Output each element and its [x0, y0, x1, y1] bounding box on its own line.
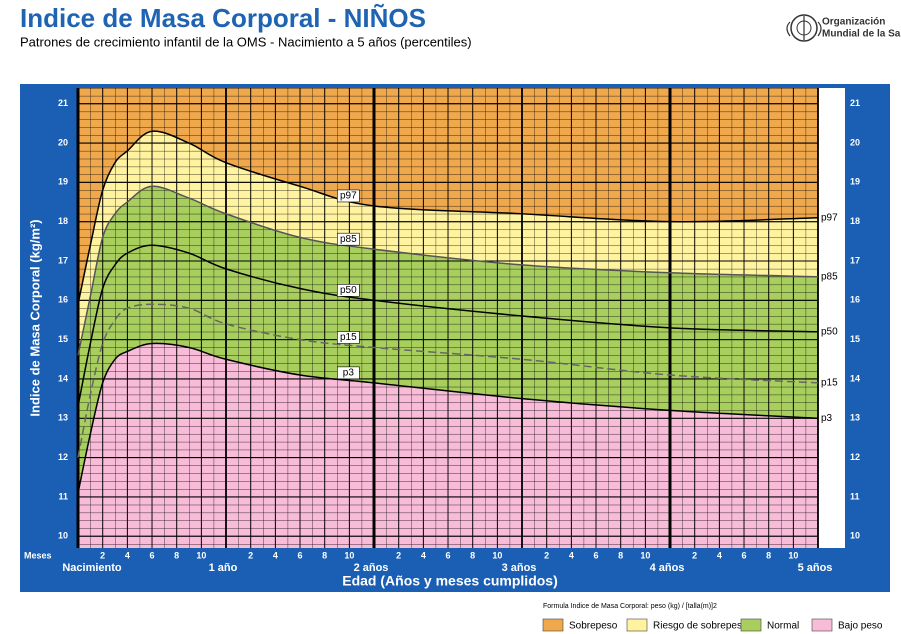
y-tick-label: 19 — [58, 177, 68, 187]
y-tick-label: 11 — [850, 491, 860, 501]
legend-swatch — [740, 618, 762, 632]
x-tick-label: 3 años — [502, 562, 537, 574]
y-tick-label: 10 — [850, 531, 860, 541]
month-tick-label: 2 — [396, 550, 401, 560]
line-label-box — [337, 331, 360, 344]
y-tick-label: 20 — [58, 137, 68, 147]
legend-label: Normal — [767, 621, 799, 632]
y-tick-label: 10 — [58, 531, 68, 541]
month-tick-label: 10 — [788, 550, 798, 560]
line-label-box — [337, 284, 360, 297]
month-tick-label: 6 — [149, 550, 154, 560]
y-tick-label: 20 — [850, 137, 860, 147]
formula: Formula Indice de Masa Corporal: peso (k… — [543, 603, 717, 610]
month-tick-label: 8 — [766, 550, 771, 560]
month-tick-label: 10 — [196, 550, 206, 560]
month-tick-label: 6 — [445, 550, 450, 560]
x-tick-label: 1 año — [209, 562, 238, 574]
month-tick-label: 8 — [470, 550, 475, 560]
line-label: p50 — [340, 285, 357, 296]
month-tick-label: 2 — [544, 550, 549, 560]
y-tick-label: 14 — [850, 373, 860, 383]
month-tick-label: 4 — [125, 550, 130, 560]
legend-label: Riesgo de sobrepeso — [653, 621, 748, 632]
month-tick-label: 6 — [741, 550, 746, 560]
y-tick-label: 11 — [58, 491, 68, 501]
y-tick-label: 12 — [58, 452, 68, 462]
line-label: p3 — [343, 368, 355, 379]
legend-swatch — [811, 618, 833, 632]
x-tick-label: Nacimiento — [62, 562, 122, 574]
y-tick-label: 13 — [850, 413, 860, 423]
legend-label: Sobrepeso — [569, 621, 618, 632]
legend-swatch — [626, 618, 648, 632]
month-tick-label: 4 — [569, 550, 574, 560]
month-tick-label: 2 — [692, 550, 697, 560]
y-tick-label: 17 — [58, 255, 68, 265]
line-label-box — [337, 189, 360, 203]
line-label: p15 — [821, 378, 838, 389]
month-tick-label: 2 — [100, 550, 105, 560]
who-logo: Organización Mundial de la Salud — [786, 14, 901, 42]
legend-label: Bajo peso — [838, 621, 883, 632]
line-label-box — [337, 232, 360, 246]
month-tick-label: 2 — [248, 550, 253, 560]
y-tick-label: 17 — [850, 255, 860, 265]
line-label-box — [337, 366, 360, 380]
percentile-line — [77, 244, 819, 407]
month-tick-label: 6 — [593, 550, 598, 560]
month-tick-label: 6 — [297, 550, 302, 560]
percentile-line — [77, 185, 819, 356]
y-tick-label: 16 — [58, 295, 68, 305]
month-axis-label: Meses — [24, 550, 52, 560]
subtitle: Patrones de crecimiento infantil de la O… — [20, 34, 472, 49]
percentile-line — [77, 130, 819, 305]
x-tick-label: 5 años — [798, 562, 833, 574]
line-label: p15 — [340, 332, 357, 343]
y-tick-label: 12 — [850, 452, 860, 462]
x-tick-label: 2 años — [354, 562, 389, 574]
month-tick-label: 10 — [640, 550, 650, 560]
y-tick-label: 15 — [850, 334, 860, 344]
month-tick-label: 4 — [421, 550, 426, 560]
y-tick-label: 14 — [58, 373, 68, 383]
month-tick-label: 4 — [717, 550, 722, 560]
chart-title: Indice de Masa Corporal - NIÑOS — [20, 3, 426, 33]
legend-swatch — [542, 618, 564, 632]
y-tick-label: 18 — [850, 216, 860, 226]
y-tick-label: 21 — [850, 98, 860, 108]
y-tick-label: 18 — [58, 216, 68, 226]
percentile-line — [77, 303, 819, 458]
y-axis-label: Indice de Masa Corporal (kg/m²) — [27, 219, 42, 416]
org-name: Organización — [822, 17, 885, 28]
month-tick-label: 8 — [174, 550, 179, 560]
line-label: p85 — [340, 234, 357, 245]
month-tick-label: 4 — [273, 550, 278, 560]
y-tick-label: 21 — [58, 98, 68, 108]
y-tick-label: 15 — [58, 334, 68, 344]
month-tick-label: 10 — [492, 550, 502, 560]
percentile-line — [77, 342, 819, 494]
month-tick-label: 8 — [322, 550, 327, 560]
line-label: p50 — [821, 326, 838, 337]
y-tick-label: 16 — [850, 295, 860, 305]
line-label: p97 — [340, 191, 357, 202]
y-tick-label: 19 — [850, 177, 860, 187]
month-tick-label: 10 — [344, 550, 354, 560]
x-axis-label: Edad (Años y meses cumplidos) — [342, 573, 558, 589]
org-name: Mundial de la Salud — [822, 29, 901, 40]
line-label: p3 — [821, 413, 833, 424]
y-tick-label: 13 — [58, 413, 68, 423]
line-label: p85 — [821, 271, 838, 282]
month-tick-label: 8 — [618, 550, 623, 560]
line-label: p97 — [821, 212, 838, 223]
x-tick-label: 4 años — [650, 562, 685, 574]
